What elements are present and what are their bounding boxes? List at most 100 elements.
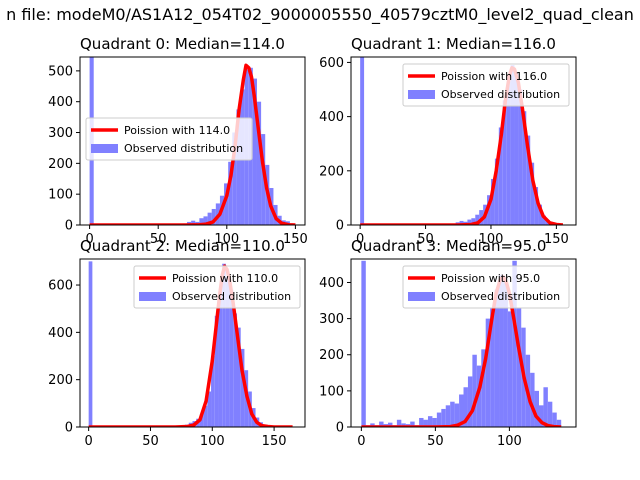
legend-patch-swatch [408, 90, 435, 99]
x-tick-label: 0 [357, 434, 365, 449]
histogram-bar [88, 261, 93, 427]
y-tick-label: 500 [48, 64, 73, 79]
y-tick-label: 200 [319, 348, 344, 363]
y-tick-label: 400 [48, 326, 73, 341]
histogram-bar [360, 57, 365, 225]
histogram-bar [191, 220, 196, 225]
legend-box [402, 63, 570, 107]
histogram-bar [218, 292, 223, 427]
histogram-bar [454, 403, 460, 427]
histogram-bar [228, 161, 233, 225]
histogram-bar [361, 260, 366, 427]
histogram-bar [229, 289, 234, 427]
histogram-bar [547, 401, 553, 427]
axes-frame [79, 56, 306, 226]
legend-box [133, 265, 301, 309]
legend: Poission with 116.0 Observed distribution [402, 63, 570, 107]
y-tick-label: 400 [48, 95, 73, 110]
y-tick-label: 200 [48, 373, 73, 388]
x-tick-label: 50 [427, 434, 444, 449]
histogram-bar [222, 263, 226, 427]
y-tick-label: 100 [319, 384, 344, 399]
axes-frame [350, 56, 577, 226]
histogram-bar [541, 215, 546, 225]
histogram-bar [370, 423, 375, 427]
histogram-bar [203, 405, 208, 427]
subplot-title: Quadrant 0: Median=114.0 [80, 35, 285, 53]
y-tick-label: 400 [319, 276, 344, 291]
histogram-bar [522, 111, 527, 225]
histogram-bar [459, 220, 464, 225]
subplot-title: Quadrant 3: Median=95.0 [351, 237, 546, 255]
y-tick-label: 0 [336, 421, 344, 436]
histogram-bar [459, 394, 464, 427]
legend-patch-swatch [408, 292, 435, 301]
histogram-bar [503, 282, 508, 427]
x-tick-label: 100 [497, 434, 522, 449]
histogram-bar [224, 183, 229, 225]
legend-label-observed: Observed distribution [172, 290, 291, 303]
histogram-bar [506, 81, 511, 225]
histogram-bar [476, 365, 482, 427]
histogram-bar [207, 212, 212, 225]
y-tick-label: 600 [48, 279, 73, 294]
legend-label-poisson: Poission with 95.0 [441, 272, 540, 285]
x-tick-label: 50 [417, 232, 434, 247]
histogram-bar [514, 73, 519, 225]
y-tick-label: 200 [319, 164, 344, 179]
histogram-bar [410, 421, 415, 427]
histogram-bar [467, 219, 472, 225]
histogram-bar [252, 78, 257, 225]
histogram-bar [388, 422, 393, 427]
histogram-bar [432, 417, 437, 427]
histogram-bar [237, 327, 241, 427]
legend: Poission with 110.0 Observed distribution [133, 265, 301, 309]
histogram-bar [485, 318, 491, 427]
legend: Poission with 114.0 Observed distribution [85, 117, 253, 161]
y-tick-label: 600 [319, 56, 344, 71]
histogram-bar [211, 208, 216, 225]
histogram-bar [436, 412, 442, 427]
histogram-bar [490, 307, 495, 427]
legend-box [402, 265, 570, 309]
subplot-quadrant-1: 0 50 100 150 0 200 400 600 Quadrant 1: Median=11… [319, 35, 577, 247]
histogram-bar [214, 315, 219, 427]
histogram-bar [379, 421, 384, 427]
y-tick-label: 300 [48, 126, 73, 141]
histogram-bar [526, 135, 531, 225]
x-tick-label: 50 [142, 434, 159, 449]
histogram-bar [427, 416, 433, 427]
histogram-bar [552, 412, 557, 427]
legend-label-poisson: Poission with 116.0 [441, 70, 547, 83]
histogram-bar [512, 260, 517, 427]
histogram-bar [203, 216, 208, 225]
y-tick-label: 100 [48, 188, 73, 203]
legend-patch-swatch [139, 292, 166, 301]
x-tick-label: 100 [200, 434, 225, 449]
histogram-bar [498, 127, 503, 225]
histogram-bar [467, 376, 473, 427]
histogram-bar [518, 89, 523, 225]
x-tick-label: 100 [214, 232, 239, 247]
histogram-bar [543, 387, 548, 427]
legend-label-poisson: Poission with 114.0 [124, 124, 230, 137]
legend: Poission with 95.0 Observed distribution [402, 265, 570, 309]
histogram-bar [510, 65, 515, 225]
histogram-bar [494, 289, 500, 427]
poisson-curve [89, 63, 296, 225]
subplot-quadrant-0: 0 50 100 150 0 100 200 300 400 500 Quadrant 0: Med… [48, 35, 308, 247]
histogram-bar [472, 354, 477, 427]
histogram-bar [401, 423, 406, 427]
subplot-title: Quadrant 1: Median=116.0 [351, 35, 556, 53]
histogram-bar [450, 401, 455, 427]
legend-label-observed: Observed distribution [441, 88, 560, 101]
x-tick-label: 0 [85, 232, 93, 247]
histogram-bar [199, 413, 204, 427]
histogram-bar [538, 405, 544, 427]
histogram-bar [534, 390, 539, 427]
histogram-bar [507, 311, 513, 427]
histogram-bar [256, 101, 262, 225]
histogram-bar [538, 204, 542, 225]
histogram-bar [261, 134, 266, 225]
